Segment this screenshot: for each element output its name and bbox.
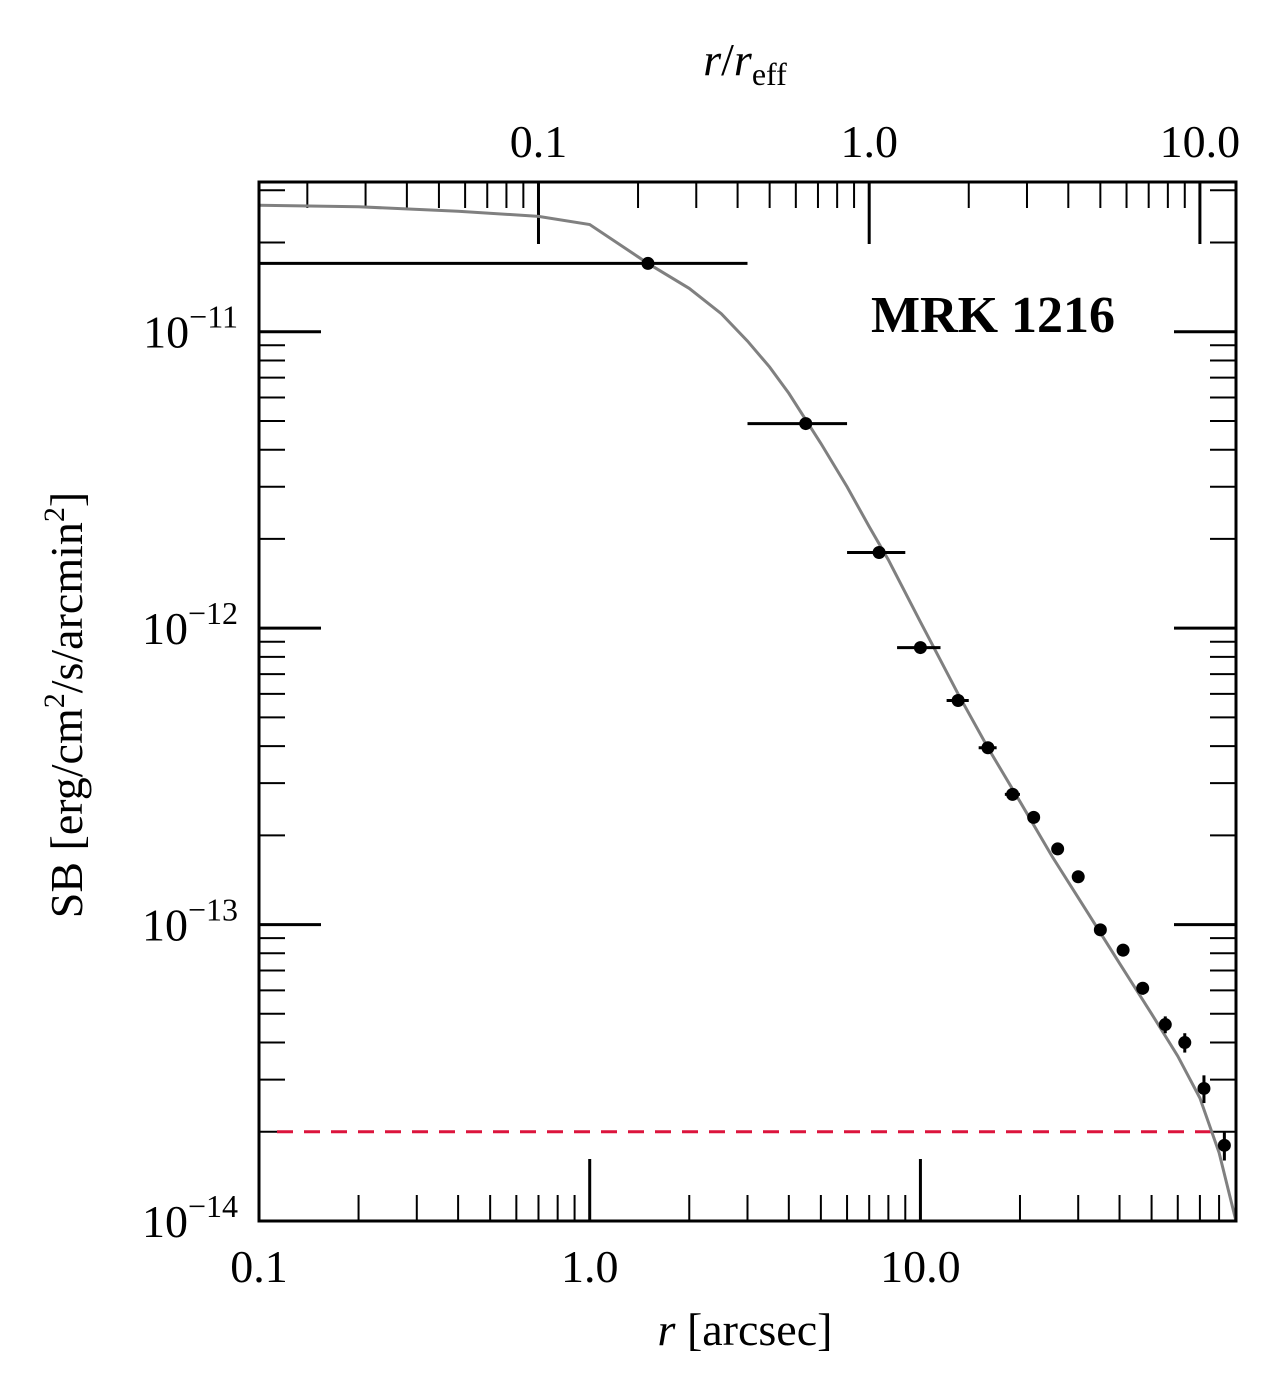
- top-tick-label: 10.0: [1160, 116, 1241, 167]
- y-tick-label-base: 10: [143, 307, 189, 358]
- data-point: [641, 256, 655, 270]
- y-tick-label-exponent: −12: [188, 595, 238, 631]
- data-point: [1197, 1081, 1211, 1095]
- data-point: [1116, 943, 1130, 957]
- top-tick-label: 1.0: [840, 116, 898, 167]
- x-tick-label: 1.0: [561, 1241, 619, 1292]
- top-axis-label: r/reff: [703, 34, 787, 92]
- y-tick-label: 10−11: [143, 299, 238, 358]
- data-point: [1217, 1138, 1231, 1152]
- data-point: [1006, 787, 1020, 801]
- y-tick-label: 10−13: [142, 892, 238, 951]
- plot-frame: [257, 180, 1238, 1223]
- data-point: [1071, 870, 1085, 884]
- data-points-group: [259, 256, 1231, 1161]
- y-axis-label-part3: ]: [41, 492, 92, 507]
- top-axis-label-reff: r: [734, 34, 753, 85]
- x-axis-label-unit: [arcsec]: [675, 1304, 832, 1355]
- y-axis-label-sup1: 2: [38, 693, 71, 708]
- top-axis-label-sep: /: [721, 34, 734, 85]
- y-axis-label-part1: SB [erg/cm: [41, 708, 92, 918]
- data-point: [913, 641, 927, 655]
- model-curve-group: [258, 203, 1238, 1222]
- y-axis-label-part2: /s/arcmin: [41, 522, 92, 693]
- y-axis-label: SB [erg/cm2/s/arcmin2]: [38, 492, 92, 918]
- y-tick-label-base: 10: [142, 900, 188, 951]
- data-point: [1093, 923, 1107, 937]
- y-tick-label-base: 10: [142, 1196, 188, 1247]
- data-point: [1178, 1036, 1192, 1050]
- x-axis-label-symbol: r: [658, 1304, 677, 1355]
- chart-title: MRK 1216: [871, 287, 1115, 344]
- y-tick-label-base: 10: [142, 603, 188, 654]
- top-axis-label-sub: eff: [752, 56, 787, 92]
- data-point: [1158, 1018, 1172, 1032]
- top-x-tick-labels: 0.1 1.0 10.0: [510, 116, 1240, 167]
- data-point: [1051, 842, 1065, 856]
- y-tick-label-exponent: −11: [189, 299, 238, 335]
- data-point: [1136, 981, 1150, 995]
- axis-ticks: [257, 182, 1237, 1223]
- data-point: [981, 741, 995, 755]
- y-tick-label-exponent: −14: [188, 1188, 238, 1224]
- x-tick-labels: 0.1 1.0 10.0: [230, 1241, 960, 1292]
- data-point: [799, 417, 813, 431]
- y-tick-label: 10−12: [142, 595, 238, 654]
- top-axis-label-r: r: [703, 34, 722, 85]
- data-point: [1027, 810, 1041, 824]
- top-tick-label: 0.1: [510, 116, 568, 167]
- y-tick-label: 10−14: [142, 1188, 238, 1247]
- y-tick-label-exponent: −13: [188, 892, 238, 928]
- x-tick-label: 0.1: [230, 1241, 288, 1292]
- x-tick-label: 10.0: [880, 1241, 961, 1292]
- x-axis-label: r [arcsec]: [658, 1304, 833, 1355]
- data-point: [951, 694, 965, 708]
- y-axis-label-sup2: 2: [38, 507, 71, 522]
- model-curve: [258, 203, 1238, 1222]
- data-point: [872, 545, 886, 559]
